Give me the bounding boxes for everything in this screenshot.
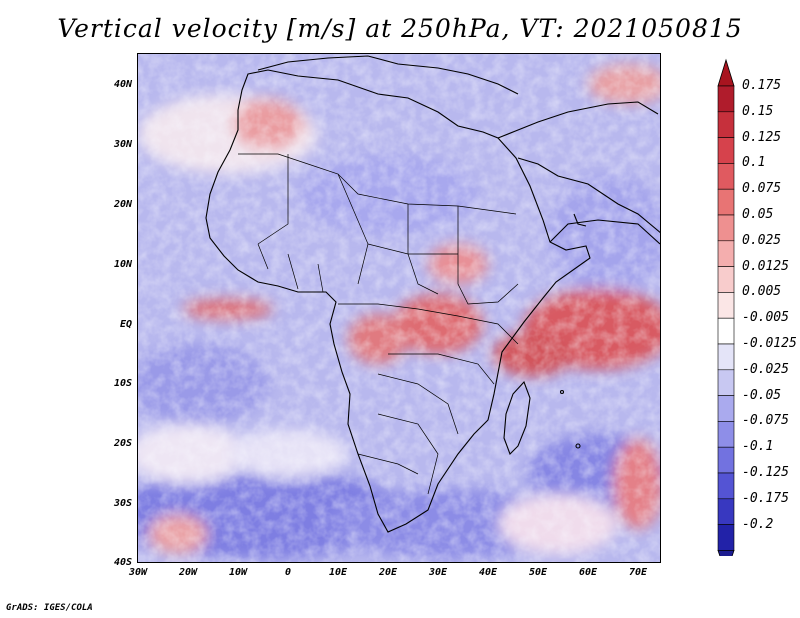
chart-title: Vertical velocity [m/s] at 250hPa, VT: 2… — [57, 14, 743, 43]
lon-label: 40E — [478, 567, 498, 578]
colorbar-swatch — [717, 85, 735, 113]
colorbar-top-arrow — [717, 58, 735, 87]
colorbar — [717, 58, 735, 556]
colorbar-swatch — [717, 163, 735, 190]
colorbar-swatch — [717, 421, 735, 448]
lon-label: 70E — [628, 567, 648, 578]
colorbar-swatch — [717, 111, 735, 138]
colorbar-label: 0.175 — [742, 78, 782, 93]
colorbar-label: 0.075 — [742, 181, 782, 197]
colorbar-label: -0.1 — [742, 439, 774, 455]
lat-label: 10N — [113, 259, 132, 270]
colorbar-swatch — [717, 214, 735, 242]
colorbar-label: -0.125 — [742, 465, 789, 480]
colorbar-swatch — [717, 395, 735, 422]
colorbar-label: -0.2 — [742, 516, 774, 532]
vertical-velocity-map — [138, 54, 660, 562]
colorbar-bottom-arrow — [717, 549, 735, 556]
colorbar-swatch — [717, 524, 735, 551]
lon-label: 20W — [178, 567, 198, 578]
country-borders — [238, 153, 519, 495]
coastlines — [205, 55, 660, 533]
lon-label: 30W — [128, 567, 148, 578]
colorbar-swatch — [717, 266, 735, 293]
lon-label: 60E — [578, 567, 598, 578]
colorbar-swatch — [717, 292, 735, 319]
colorbar-label: 0.125 — [742, 129, 782, 145]
lat-label: 20N — [113, 199, 132, 210]
map-panel — [137, 53, 661, 563]
colorbar-swatch — [717, 137, 735, 164]
colorbar-label: 0.005 — [742, 284, 782, 300]
colorbar-label: -0.075 — [742, 413, 789, 429]
colorbar-label: -0.175 — [742, 490, 789, 506]
colorbar-label: -0.005 — [742, 310, 789, 326]
colorbar-swatch — [717, 472, 735, 500]
lat-label: 30N — [113, 139, 132, 150]
lon-label: 10W — [228, 567, 248, 578]
colorbar-swatch — [717, 369, 735, 396]
colorbar-swatch — [717, 188, 735, 216]
lon-label: 0 — [284, 567, 292, 578]
colorbar-label: 0.025 — [742, 232, 782, 248]
colorbar-label: -0.025 — [742, 361, 789, 377]
colorbar-label: 0.1 — [742, 155, 766, 171]
lat-label: 10S — [113, 378, 132, 389]
lon-label: 30E — [428, 567, 448, 578]
colorbar-swatch — [717, 343, 735, 371]
lat-label: 30S — [113, 498, 132, 509]
colorbar-swatch — [717, 498, 735, 525]
colorbar-label: -0.05 — [742, 387, 782, 403]
credit-label: GrADS: IGES/COLA — [6, 603, 93, 613]
lat-label: 20S — [113, 438, 132, 449]
colorbar-swatch — [717, 317, 735, 345]
colorbar-label: 0.05 — [742, 207, 774, 222]
colorbar-label: 0.0125 — [742, 258, 789, 274]
lat-label: EQ — [119, 319, 132, 330]
lon-label: 20E — [378, 567, 398, 578]
lat-label: 40N — [113, 79, 132, 90]
lon-label: 50E — [528, 567, 548, 578]
colorbar-swatch — [717, 446, 735, 474]
lat-label: 40S — [113, 557, 132, 568]
field-texture — [138, 54, 660, 562]
lon-label: 10E — [328, 567, 348, 578]
colorbar-label: 0.15 — [742, 103, 774, 119]
colorbar-swatch — [717, 240, 735, 267]
colorbar-label: -0.0125 — [742, 336, 797, 351]
